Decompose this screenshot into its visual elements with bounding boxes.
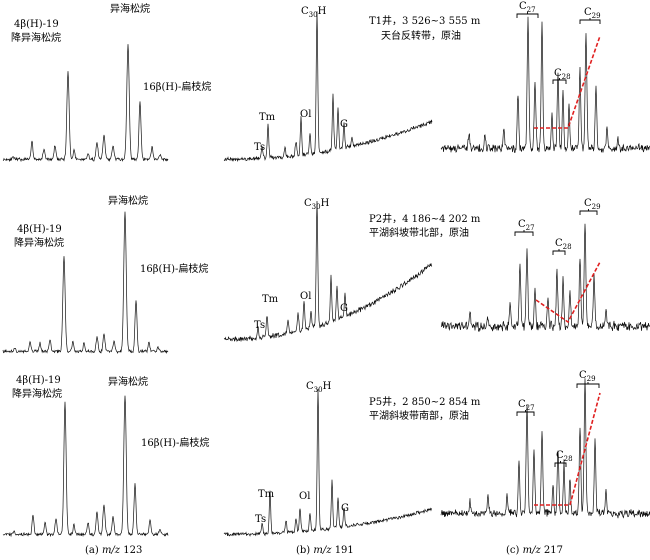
chromatogram-traces [2, 11, 650, 538]
label-c30h-row3: C30H [306, 381, 332, 394]
sterane-bracket [554, 461, 567, 467]
label-nor-line1-row2: 4β(H)-19 [17, 224, 62, 235]
well-line1-row2: P2井，4 186~4 202 m [369, 212, 481, 225]
label-c29-row1: C29 [584, 7, 601, 20]
sterane-bracket [514, 230, 534, 236]
sterane-bracket [552, 249, 566, 255]
caption-a: (a) m/z 123 [85, 545, 142, 556]
label-c29-row3: C29 [579, 370, 596, 383]
chromatogram-trace [2, 395, 169, 538]
label-g-row3: G [341, 503, 349, 514]
chromatogram-trace [223, 388, 432, 537]
label-c30h-row2: C30H [304, 198, 330, 211]
label-ts-row2: Ts [254, 320, 265, 331]
sterane-trend-line [535, 261, 601, 324]
sterane-trend-line [534, 35, 601, 129]
label-isopimarane-row1: 异海松烷 [110, 2, 150, 15]
chromatogram-trace [2, 44, 169, 163]
label-ts-row1: Ts [254, 142, 265, 153]
label-c27-row2: C27 [518, 219, 535, 232]
label-c29-row2: C29 [584, 198, 601, 211]
label-c28-row2: C28 [555, 238, 572, 251]
label-nor-line2-row3: 降异海松烷 [12, 387, 62, 400]
label-c28-row3: C28 [556, 450, 573, 463]
well-line1-row1: T1井，3 526~3 555 m [369, 14, 481, 27]
label-phyllocladane-row3: 16β(H)-扁枝烷 [141, 436, 209, 449]
label-phyllocladane-row2: 16β(H)-扁枝烷 [140, 262, 208, 275]
label-nor-line2-row2: 降异海松烷 [14, 236, 64, 249]
label-nor-line2-row1: 降异海松烷 [11, 31, 61, 44]
sterane-bracket [579, 209, 598, 215]
label-c30h-row1: C30H [301, 6, 327, 19]
chromatogram-trace [440, 223, 650, 332]
sterane-trend-markers [534, 35, 601, 506]
chromatogram-trace [440, 16, 650, 153]
caption-c: (c) m/z 217 [506, 545, 563, 556]
well-line2-row2: 平湖斜坡带北部，原油 [369, 226, 469, 239]
label-c27-row3: C27 [518, 399, 535, 412]
label-c27-row1: C27 [519, 1, 536, 14]
label-isopimarane-row3: 异海松烷 [108, 375, 148, 388]
chromatogram-trace [2, 211, 169, 355]
label-nor-line1-row1: 4β(H)-19 [14, 19, 59, 30]
label-ol-row2: Ol [300, 291, 311, 302]
label-phyllocladane-row1: 16β(H)-扁枝烷 [143, 80, 211, 93]
label-tm-row3: Tm [258, 489, 275, 500]
sterane-bracket [579, 18, 601, 24]
label-c28-row1: C28 [554, 68, 571, 81]
chromatogram-trace [223, 200, 433, 343]
label-isopimarane-row2: 异海松烷 [108, 194, 148, 207]
sterane-trend-line [534, 392, 601, 506]
well-line2-row3: 平湖斜坡带南部，原油 [369, 409, 469, 422]
label-ol-row3: Ol [299, 491, 310, 502]
label-g-row1: G [340, 119, 348, 130]
label-g-row2: G [340, 303, 348, 314]
chromatogram-trace [440, 378, 650, 519]
well-line2-row1: 天台反转带，原油 [381, 29, 461, 42]
well-line1-row3: P5井，2 850~2 854 m [369, 395, 481, 408]
sterane-bracket [552, 78, 567, 84]
label-tm-row1: Tm [259, 112, 276, 123]
sterane-brackets [514, 12, 601, 467]
label-nor-line1-row3: 4β(H)-19 [16, 375, 61, 386]
sterane-bracket [576, 382, 600, 388]
chromatogram-trace [223, 11, 433, 163]
caption-b: (b) m/z 191 [296, 545, 354, 556]
sterane-bracket [516, 410, 535, 416]
label-ol-row1: Ol [300, 109, 311, 120]
label-tm-row2: Tm [262, 294, 279, 305]
label-ts-row3: Ts [255, 514, 266, 525]
sterane-bracket [516, 12, 539, 18]
